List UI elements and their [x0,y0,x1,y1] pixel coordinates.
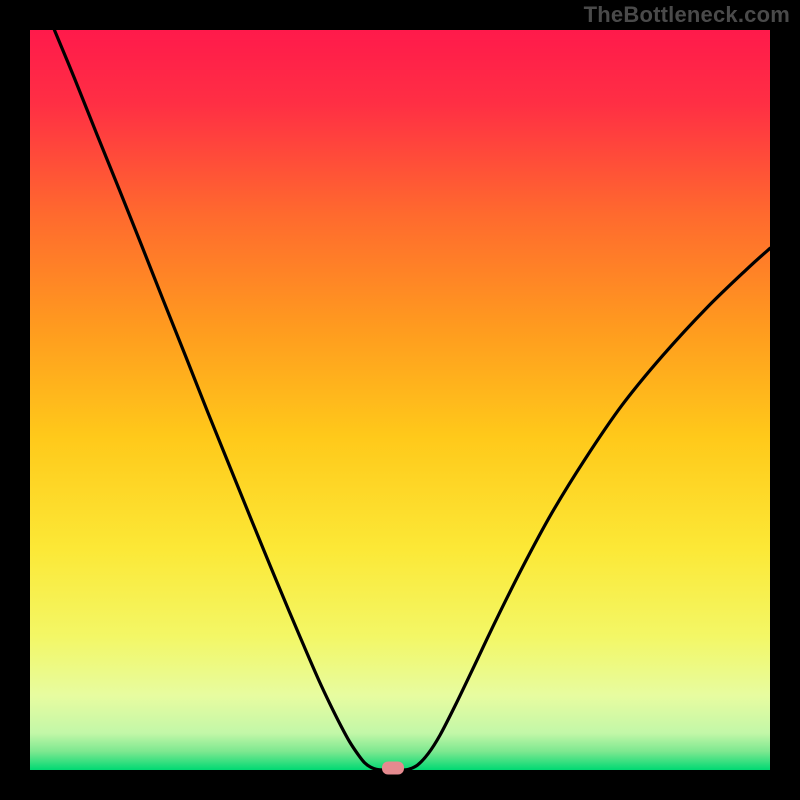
chart-frame: TheBottleneck.com [0,0,800,800]
watermark-text: TheBottleneck.com [584,2,790,28]
gradient-background [30,30,770,770]
optimum-marker [382,761,404,774]
bottleneck-chart [0,0,800,800]
